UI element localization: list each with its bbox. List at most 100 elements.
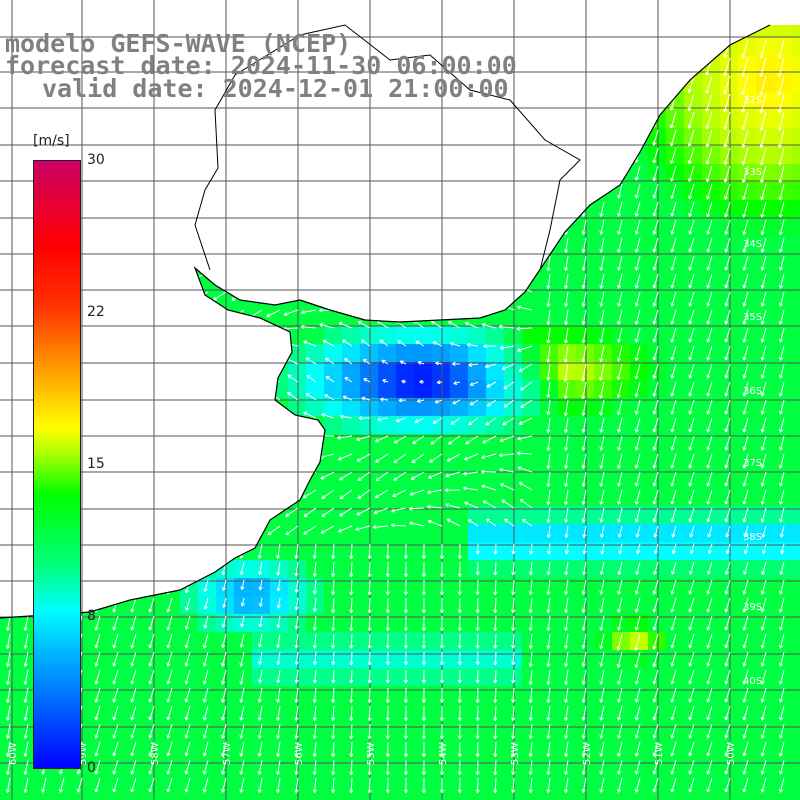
wind-speed-cell (360, 614, 379, 633)
wind-speed-cell (774, 524, 793, 543)
wind-speed-cell (792, 632, 800, 651)
wind-speed-cell (522, 794, 541, 800)
wind-speed-cell (126, 794, 145, 800)
wind-speed-cell (648, 200, 667, 219)
wind-speed-cell (666, 344, 685, 363)
wind-speed-cell (756, 578, 775, 597)
wind-arrow (687, 111, 695, 129)
latitude-label: 33S (743, 167, 762, 178)
wind-speed-cell (612, 200, 631, 219)
wind-speed-cell (756, 758, 775, 777)
wind-speed-cell (216, 704, 235, 723)
wind-speed-cell (630, 200, 649, 219)
wind-speed-cell (468, 326, 487, 345)
wind-speed-cell (378, 704, 397, 723)
wind-speed-cell (90, 686, 109, 705)
wind-speed-cell (702, 110, 721, 129)
wind-arrow (778, 165, 785, 183)
wind-speed-cell (774, 578, 793, 597)
wind-speed-cell (396, 362, 415, 381)
wind-speed-cell (648, 326, 667, 345)
wind-speed-cell (630, 470, 649, 489)
wind-speed-cell (288, 380, 307, 399)
wind-speed-cell (666, 578, 685, 597)
wind-arrow (759, 111, 767, 131)
wind-arrow (670, 183, 677, 200)
wind-speed-cell (774, 218, 793, 237)
wind-speed-cell (432, 650, 451, 669)
wind-arrow (741, 57, 749, 77)
wind-speed-cell (720, 416, 739, 435)
wind-speed-cell (666, 668, 685, 687)
wind-speed-cell (108, 776, 127, 795)
wind-speed-cell (432, 506, 451, 525)
wind-speed-cell (504, 794, 523, 800)
wind-speed-cell (198, 632, 217, 651)
wind-speed-cell (666, 254, 685, 273)
wind-arrow (634, 201, 641, 217)
wind-speed-cell (630, 506, 649, 525)
wind-arrow (723, 183, 731, 200)
wind-speed-cell (612, 272, 631, 291)
wind-speed-cell (666, 596, 685, 615)
wind-speed-cell (648, 398, 667, 417)
wind-speed-cell (792, 542, 800, 561)
wind-speed-cell (702, 524, 721, 543)
wind-speed-cell (594, 200, 613, 219)
wind-speed-cell (396, 578, 415, 597)
wind-speed-cell (18, 650, 37, 669)
wind-speed-cell (108, 614, 127, 633)
wind-speed-cell (648, 722, 667, 741)
wind-speed-cell (522, 398, 541, 417)
wind-speed-cell (774, 308, 793, 327)
wind-speed-cell (180, 722, 199, 741)
wind-speed-cell (522, 506, 541, 525)
wind-speed-cell (198, 614, 217, 633)
wind-speed-cell (738, 308, 757, 327)
wind-speed-cell (738, 38, 757, 57)
wind-speed-cell (792, 380, 800, 399)
wind-speed-cell (198, 722, 217, 741)
wind-speed-cell (504, 380, 523, 399)
wind-speed-cell (792, 416, 800, 435)
wind-arrow (688, 219, 695, 235)
wind-speed-cell (684, 164, 703, 183)
wind-speed-cell (324, 362, 343, 381)
wind-speed-cell (342, 434, 361, 453)
wind-speed-cell (648, 704, 667, 723)
wind-speed-cell (486, 488, 505, 507)
wind-speed-cell (666, 524, 685, 543)
wind-speed-cell (522, 326, 541, 345)
wind-speed-cell (450, 794, 469, 800)
wind-speed-cell (342, 344, 361, 363)
wind-speed-cell (666, 632, 685, 651)
wind-speed-cell (684, 128, 703, 147)
wind-speed-cell (450, 614, 469, 633)
wind-speed-cell (414, 434, 433, 453)
wind-speed-cell (756, 254, 775, 273)
wind-speed-cell (630, 794, 649, 800)
wind-speed-cell (576, 506, 595, 525)
wind-speed-cell (594, 218, 613, 237)
longitude-label: 53W (510, 742, 521, 765)
wind-speed-cell (774, 758, 793, 777)
wind-arrow (706, 237, 713, 253)
wind-arrow (724, 237, 731, 253)
wind-speed-cell (594, 398, 613, 417)
wind-arrow (670, 219, 677, 235)
wind-speed-cell (414, 380, 433, 399)
wind-speed-cell (576, 290, 595, 309)
wind-speed-cell (774, 632, 793, 651)
wind-arrow (778, 183, 785, 201)
wind-speed-cell (360, 416, 379, 435)
wind-speed-cell (720, 470, 739, 489)
wind-speed-cell (774, 56, 793, 75)
wind-speed-cell (378, 362, 397, 381)
wind-speed-cell (288, 524, 307, 543)
wind-speed-cell (792, 470, 800, 489)
latitude-label: 36S (743, 386, 762, 397)
wind-speed-cell (414, 632, 433, 651)
wind-speed-cell (738, 776, 757, 795)
wind-speed-cell (450, 596, 469, 615)
wind-speed-cell (612, 704, 631, 723)
